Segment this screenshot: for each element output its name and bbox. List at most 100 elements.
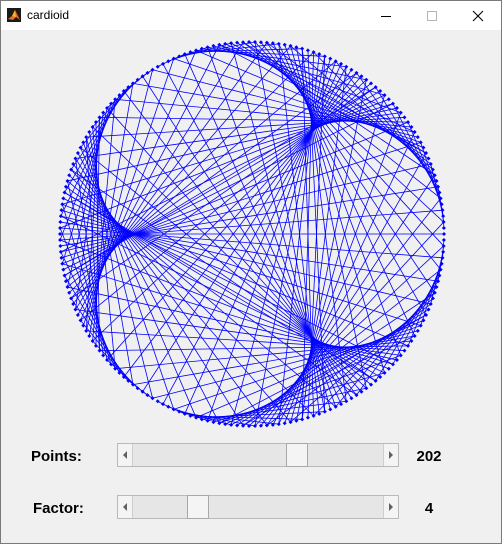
point-marker [402,348,407,353]
maximize-button[interactable] [409,1,455,30]
point-marker [333,404,338,409]
point-marker [135,386,140,391]
chord-line [260,198,441,427]
point-marker [440,255,445,260]
point-marker [65,178,70,183]
chord-line [99,116,409,123]
chord-line [62,121,409,265]
title-bar: cardioid [1,1,501,30]
point-marker [437,190,442,195]
point-marker [438,267,443,272]
chord-line [173,58,421,143]
point-marker [349,67,354,72]
chord-line [61,209,421,327]
chord-line [68,51,314,294]
chord-line [430,163,444,217]
point-marker [428,302,433,307]
point-marker [87,333,92,338]
point-marker [402,115,407,120]
chord-line [75,112,401,159]
point-marker [101,110,106,115]
point-marker [300,46,305,51]
point-marker [62,190,67,195]
point-marker [409,338,414,343]
chord-line [70,169,291,423]
point-marker [211,420,216,425]
point-marker [126,85,131,90]
point-marker [105,357,110,362]
matlab-icon [7,8,21,22]
factor-label: Factor: [33,500,84,517]
point-marker [188,413,193,418]
point-marker [439,261,444,266]
point-marker [61,267,66,272]
point-marker [194,415,199,420]
chord-line [70,86,376,299]
point-marker [369,382,374,387]
point-marker [229,422,234,427]
chord-line [230,58,331,425]
point-marker [305,48,310,53]
point-marker [359,74,364,79]
point-marker [440,208,445,213]
point-marker [436,184,441,189]
chord-line [190,415,303,420]
point-marker [328,56,333,61]
point-marker [58,249,63,254]
window-title: cardioid [27,8,70,22]
point-marker [90,125,95,130]
point-marker [382,370,387,375]
minimize-button[interactable] [363,1,409,30]
point-marker [270,41,275,46]
point-marker [339,402,344,407]
point-marker [241,423,246,428]
point-marker [140,74,145,79]
point-marker [311,413,316,418]
chord-line [62,103,394,205]
chord-line [301,48,314,416]
points-slider-thumb[interactable] [286,443,309,467]
point-marker [434,285,439,290]
point-marker [364,386,369,391]
chord-line [307,56,326,418]
chord-line [86,116,405,138]
point-marker [171,407,176,412]
point-marker [81,323,86,328]
factor-slider-increment[interactable] [383,496,398,518]
maximize-icon [427,10,437,21]
close-button[interactable] [455,1,501,30]
points-slider-increment[interactable] [383,444,398,466]
point-marker [434,178,439,183]
point-marker [373,378,378,383]
chord-line [72,163,268,426]
factor-slider-thumb[interactable] [187,495,210,519]
point-marker [67,290,72,295]
point-marker [394,357,399,362]
point-marker [354,70,359,75]
point-marker [71,302,76,307]
point-marker [177,54,182,59]
point-marker [59,255,64,260]
point-marker [205,418,210,423]
points-slider-decrement[interactable] [118,444,133,466]
point-marker [217,421,222,426]
point-marker [288,43,293,48]
point-marker [113,97,118,102]
point-marker [390,101,395,106]
point-marker [97,348,102,353]
points-slider[interactable] [117,443,399,467]
point-marker [229,41,234,46]
chord-line [80,83,372,321]
chord-line [88,131,134,385]
chord-line [60,221,439,282]
point-marker [252,423,257,428]
point-marker [436,279,441,284]
point-marker [140,389,145,394]
point-marker [63,184,68,189]
point-marker [282,421,287,426]
point-marker [58,214,63,219]
point-marker [421,318,426,323]
factor-slider[interactable] [117,495,399,519]
chord-line [278,43,320,414]
factor-slider-decrement[interactable] [118,496,133,518]
